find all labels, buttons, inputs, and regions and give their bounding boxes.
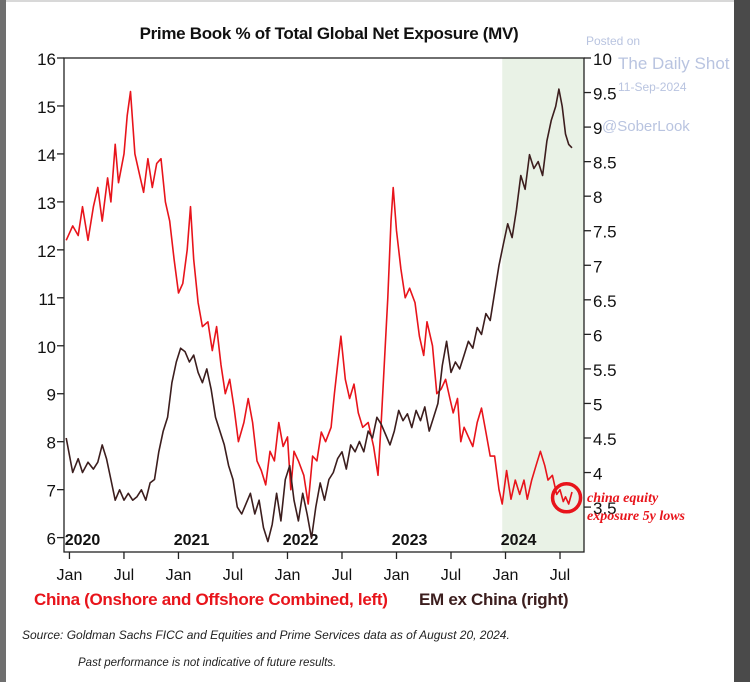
watermark-date: 11-Sep-2024 bbox=[618, 80, 687, 94]
right-axis-tick-label: 7 bbox=[593, 257, 602, 276]
right-axis-tick-label: 8.5 bbox=[593, 154, 617, 173]
x-axis-tick-label: Jan bbox=[166, 567, 192, 584]
plot-frame bbox=[63, 57, 585, 553]
chart-title: Prime Book % of Total Global Net Exposur… bbox=[140, 24, 519, 43]
legend-em-ex-china: EM ex China (right) bbox=[419, 590, 569, 609]
left-axis-tick-label: 15 bbox=[37, 98, 56, 117]
left-axis-tick-label: 11 bbox=[38, 290, 56, 309]
right-axis-tick-label: 6 bbox=[593, 326, 602, 345]
annotation-text-line2: exposure 5y lows bbox=[587, 509, 686, 524]
x-axis-tick-label: Jan bbox=[493, 567, 519, 584]
year-label: 2021 bbox=[174, 532, 210, 549]
watermark-handle: @SoberLook bbox=[602, 118, 690, 135]
legend-china: China (Onshore and Offshore Combined, le… bbox=[34, 590, 388, 609]
shaded-region-2024 bbox=[502, 58, 584, 552]
left-axis-tick-label: 14 bbox=[37, 146, 56, 165]
left-axis-tick-label: 13 bbox=[37, 194, 56, 213]
source-note: Source: Goldman Sachs FICC and Equities … bbox=[22, 628, 510, 642]
right-axis-tick-label: 8 bbox=[593, 188, 602, 207]
x-axis-tick-label: Jan bbox=[275, 567, 301, 584]
series-line-em-ex-china bbox=[65, 88, 573, 543]
watermark-posted-on: Posted on bbox=[586, 34, 641, 48]
right-axis-tick-label: 5.5 bbox=[593, 361, 617, 380]
right-axis-tick-label: 3.5 bbox=[593, 499, 617, 518]
series-line-china bbox=[65, 90, 573, 505]
chart-card: Prime Book % of Total Global Net Exposur… bbox=[6, 2, 734, 682]
right-axis-tick-label: 9 bbox=[593, 119, 602, 138]
right-axis-tick-label: 7.5 bbox=[593, 223, 617, 242]
x-axis-tick-label: Jul bbox=[441, 567, 461, 584]
right-axis-tick-label: 5 bbox=[593, 395, 602, 414]
left-axis-tick-label: 9 bbox=[47, 386, 56, 405]
x-axis-tick-label: Jul bbox=[223, 567, 243, 584]
left-axis-tick-label: 10 bbox=[37, 338, 56, 357]
x-axis-tick-label: Jan bbox=[384, 567, 410, 584]
left-axis-tick-label: 16 bbox=[37, 50, 56, 69]
left-axis-tick-label: 6 bbox=[47, 530, 56, 549]
right-axis-tick-label: 4.5 bbox=[593, 430, 617, 449]
annotation-circle bbox=[550, 482, 583, 514]
right-axis-tick-label: 4 bbox=[593, 465, 602, 484]
x-axis-tick-label: Jul bbox=[550, 567, 570, 584]
annotation-text-line1: china equity bbox=[587, 491, 659, 506]
year-label: 2023 bbox=[392, 532, 428, 549]
x-axis-tick-label: Jul bbox=[332, 567, 352, 584]
year-label: 2024 bbox=[501, 532, 537, 549]
window-top-rule bbox=[6, 0, 734, 2]
right-axis-tick-label: 6.5 bbox=[593, 292, 617, 311]
year-label: 2022 bbox=[283, 532, 319, 549]
window-left-edge bbox=[0, 0, 6, 682]
left-axis-tick-label: 12 bbox=[37, 242, 56, 261]
year-label: 2020 bbox=[65, 532, 101, 549]
right-axis-tick-label: 10 bbox=[593, 50, 612, 69]
x-axis-tick-label: Jul bbox=[114, 567, 134, 584]
chart: Prime Book % of Total Global Net Exposur… bbox=[37, 24, 686, 584]
left-axis-tick-label: 7 bbox=[47, 482, 56, 501]
x-axis-tick-label: Jan bbox=[57, 567, 83, 584]
right-axis-tick-label: 9.5 bbox=[593, 85, 617, 104]
scrollbar-track[interactable] bbox=[734, 0, 750, 682]
left-axis-tick-label: 8 bbox=[47, 434, 56, 453]
watermark-publisher: The Daily Shot bbox=[618, 54, 730, 73]
disclaimer: Past performance is not indicative of fu… bbox=[78, 657, 337, 669]
